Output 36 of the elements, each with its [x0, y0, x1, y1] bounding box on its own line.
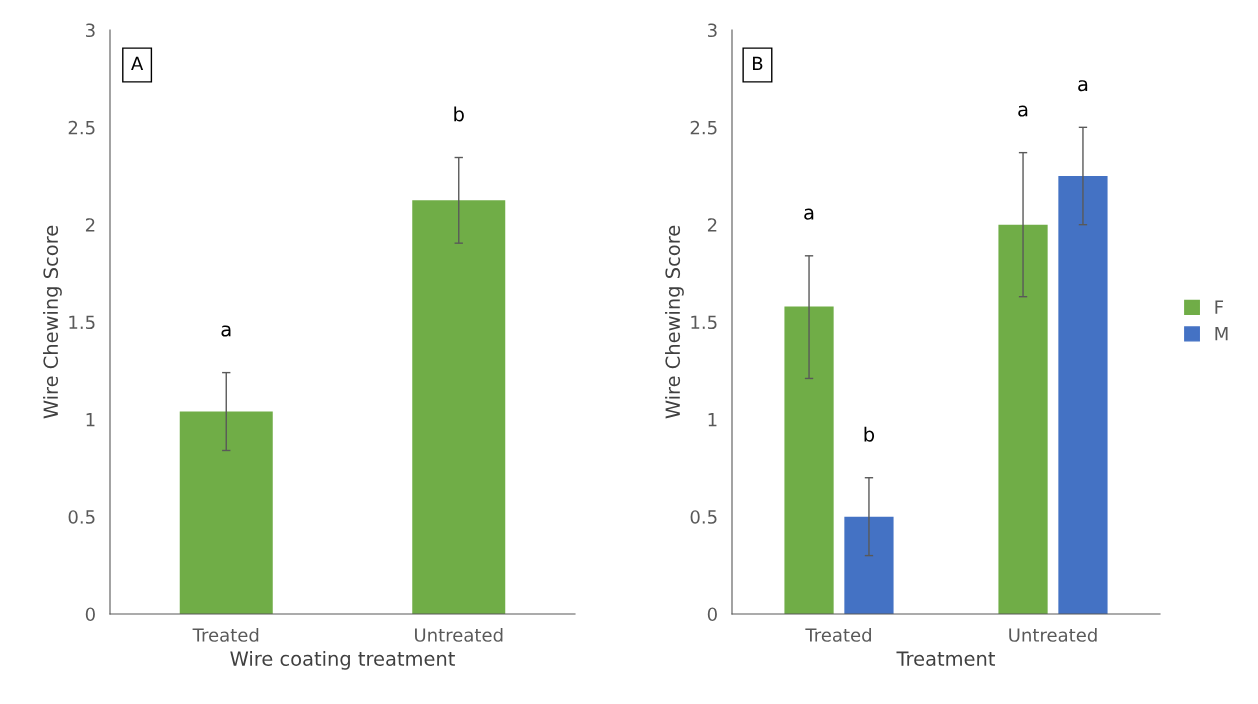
annotation: a — [1018, 105, 1028, 117]
y-tick-label: 3 — [86, 23, 95, 38]
y-tick-label: 2 — [707, 218, 717, 232]
annotation: a — [1078, 80, 1088, 92]
annotation: a — [221, 325, 231, 337]
x-axis-title: Treatment — [896, 651, 995, 666]
y-axis-title: Wire Chewing Score — [665, 225, 684, 419]
y-tick-label: 0 — [85, 607, 95, 622]
y-tick-label: 2.5 — [68, 120, 95, 135]
bar — [844, 516, 894, 614]
annotation: b — [864, 426, 875, 442]
y-tick-label: 2.5 — [690, 120, 717, 135]
annotation: b — [454, 106, 464, 122]
x-tick-label: Untreated — [1009, 627, 1097, 642]
x-axis-title: Wire coating treatment — [230, 650, 455, 670]
y-tick-label: 0 — [707, 607, 717, 622]
annotation: a — [804, 208, 814, 220]
annotation: A — [131, 56, 144, 70]
legend-label: M — [1215, 327, 1228, 341]
y-axis-title: Wire Chewing Score — [43, 225, 62, 419]
y-tick-label: 1 — [86, 413, 95, 427]
x-tick-label: Treated — [805, 627, 871, 642]
y-tick-label: 0.5 — [690, 510, 717, 524]
annotation: B — [753, 56, 763, 70]
x-tick-label: Treated — [192, 627, 259, 642]
y-tick-label: 1.5 — [69, 315, 95, 330]
legend-label: F — [1215, 300, 1224, 314]
y-tick-label: 1.5 — [691, 315, 717, 330]
bar — [784, 306, 834, 614]
y-tick-label: 2 — [85, 218, 95, 232]
x-tick-label: Untreated — [415, 627, 503, 642]
y-tick-label: 1 — [708, 413, 717, 427]
bar — [1058, 176, 1108, 614]
y-tick-label: 3 — [708, 23, 717, 38]
y-tick-label: 0.5 — [68, 510, 95, 524]
bar — [998, 224, 1048, 614]
